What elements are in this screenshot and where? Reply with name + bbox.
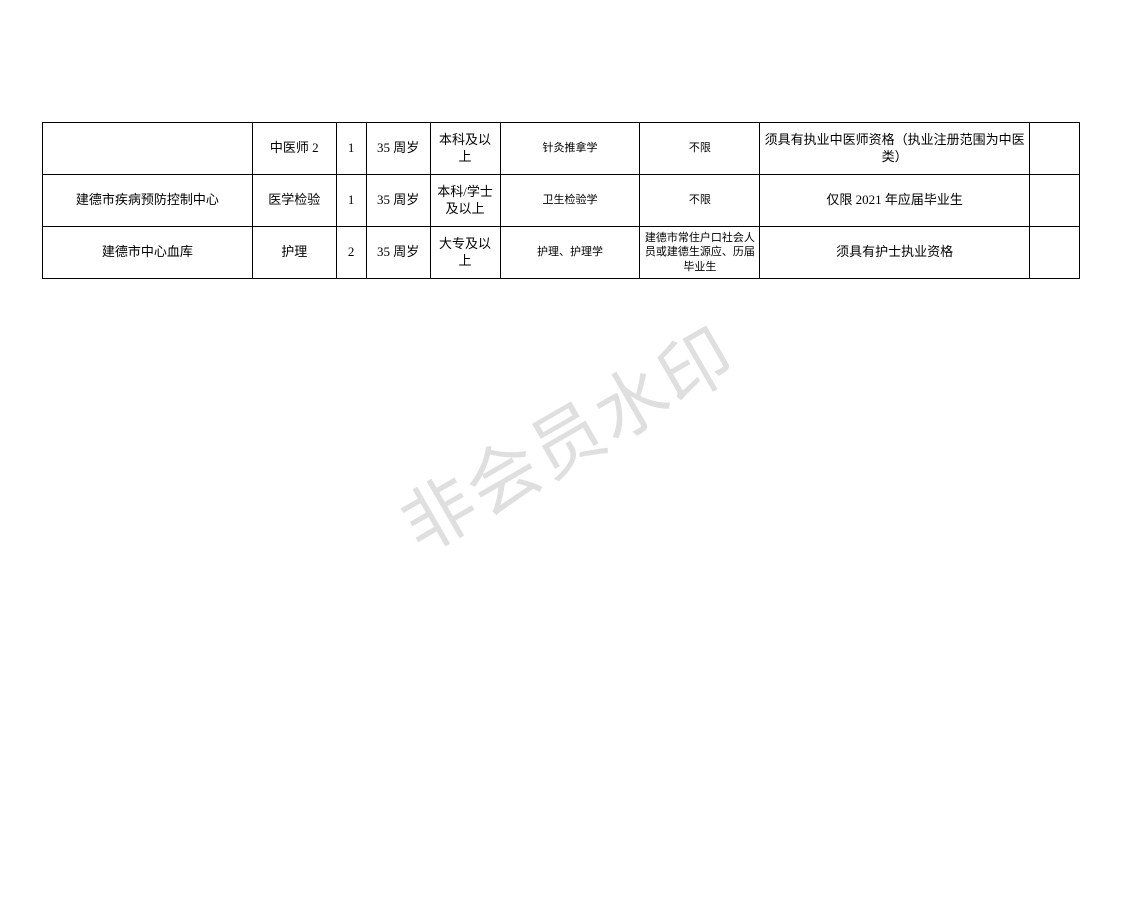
- recruitment-table: 中医师 2 1 35 周岁 本科及以上 针灸推拿学 不限 须具有执业中医师资格（…: [42, 122, 1080, 279]
- cell-extra: [1030, 123, 1080, 175]
- cell-note: 须具有护士执业资格: [760, 227, 1030, 279]
- cell-education: 本科/学士及以上: [430, 175, 500, 227]
- watermark-text: 非会员水印: [379, 297, 752, 573]
- cell-count: 1: [336, 123, 366, 175]
- cell-education: 大专及以上: [430, 227, 500, 279]
- cell-position: 医学检验: [252, 175, 336, 227]
- cell-education: 本科及以上: [430, 123, 500, 175]
- cell-org: 建德市中心血库: [43, 227, 253, 279]
- cell-org: [43, 123, 253, 175]
- cell-age: 35 周岁: [366, 175, 430, 227]
- cell-extra: [1030, 227, 1080, 279]
- cell-major: 卫生检验学: [500, 175, 640, 227]
- cell-major: 护理、护理学: [500, 227, 640, 279]
- cell-age: 35 周岁: [366, 227, 430, 279]
- page-container: 中医师 2 1 35 周岁 本科及以上 针灸推拿学 不限 须具有执业中医师资格（…: [0, 122, 1122, 279]
- cell-org: 建德市疾病预防控制中心: [43, 175, 253, 227]
- cell-scope: 建德市常住户口社会人员或建德生源应、历届毕业生: [640, 227, 760, 279]
- cell-position: 中医师 2: [252, 123, 336, 175]
- table-row: 建德市疾病预防控制中心 医学检验 1 35 周岁 本科/学士及以上 卫生检验学 …: [43, 175, 1080, 227]
- cell-major: 针灸推拿学: [500, 123, 640, 175]
- cell-note: 仅限 2021 年应届毕业生: [760, 175, 1030, 227]
- cell-count: 2: [336, 227, 366, 279]
- table-row: 建德市中心血库 护理 2 35 周岁 大专及以上 护理、护理学 建德市常住户口社…: [43, 227, 1080, 279]
- cell-age: 35 周岁: [366, 123, 430, 175]
- table-body: 中医师 2 1 35 周岁 本科及以上 针灸推拿学 不限 须具有执业中医师资格（…: [43, 123, 1080, 279]
- cell-extra: [1030, 175, 1080, 227]
- cell-note: 须具有执业中医师资格（执业注册范围为中医类）: [760, 123, 1030, 175]
- cell-count: 1: [336, 175, 366, 227]
- cell-position: 护理: [252, 227, 336, 279]
- cell-scope: 不限: [640, 123, 760, 175]
- cell-scope: 不限: [640, 175, 760, 227]
- table-row: 中医师 2 1 35 周岁 本科及以上 针灸推拿学 不限 须具有执业中医师资格（…: [43, 123, 1080, 175]
